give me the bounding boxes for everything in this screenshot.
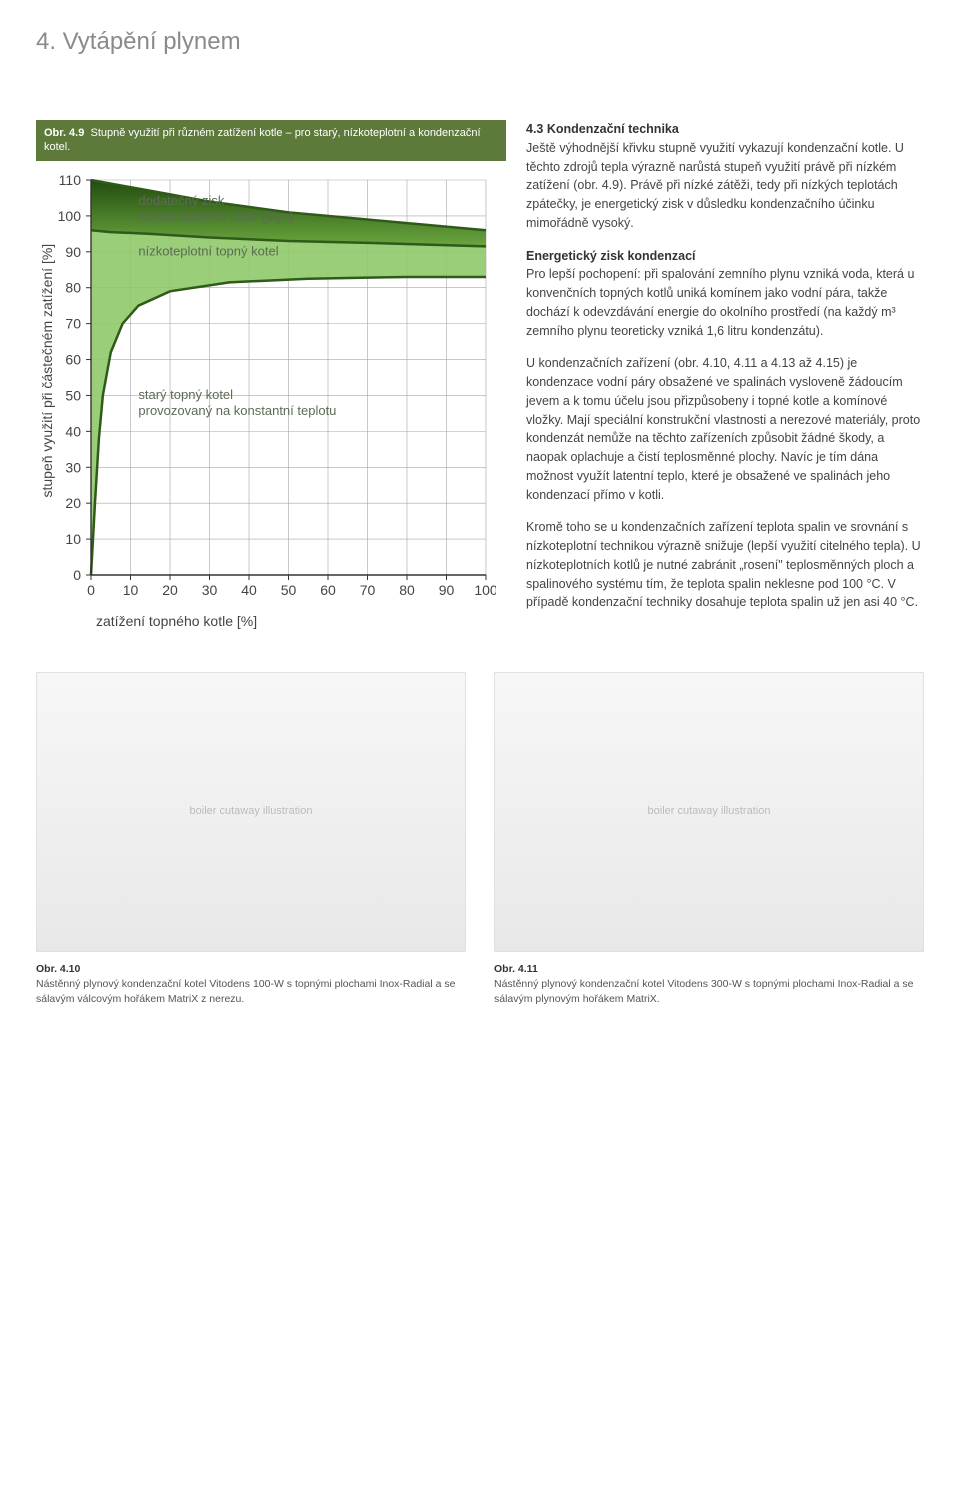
- svg-text:30: 30: [202, 582, 218, 598]
- body-text: 4.3 Kondenzační technika Ještě výhodnějš…: [526, 120, 924, 632]
- para-3: U kondenzačních zařízení (obr. 4.10, 4.1…: [526, 354, 924, 504]
- para-2: Pro lepší pochopení: při spalování zemní…: [526, 267, 914, 337]
- svg-text:30: 30: [65, 459, 81, 475]
- figure-4-10-ref: Obr. 4.10: [36, 963, 80, 975]
- figure-4-10-caption: Nástěnný plynový kondenzační kotel Vitod…: [36, 978, 455, 1005]
- svg-text:10: 10: [65, 531, 81, 547]
- section-4-3-title: 4.3 Kondenzační technika: [526, 122, 679, 136]
- svg-text:90: 90: [65, 243, 81, 259]
- svg-text:110: 110: [59, 175, 82, 188]
- x-axis-label: zatížení topného kotle [%]: [96, 611, 506, 632]
- svg-text:70: 70: [65, 315, 81, 331]
- svg-text:20: 20: [65, 495, 81, 511]
- figure-caption-text: Stupně využití při různém zatížení kotle…: [44, 127, 481, 153]
- svg-text:0: 0: [73, 567, 81, 583]
- subsection-title: Energetický zisk kondenzací: [526, 249, 696, 263]
- svg-text:60: 60: [65, 351, 81, 367]
- svg-text:20: 20: [162, 582, 178, 598]
- efficiency-chart: 0 10 20 30 40 50 60 70 80 90 100 0 10 20 30 40 50 60 70 80 9…: [36, 175, 496, 605]
- svg-text:0: 0: [87, 582, 95, 598]
- svg-text:100: 100: [474, 582, 496, 598]
- svg-text:100: 100: [58, 208, 82, 224]
- figure-caption-ref: Obr. 4.9: [44, 127, 84, 139]
- para-4: Kromě toho se u kondenzačních zařízení t…: [526, 518, 924, 612]
- page-title: 4. Vytápění plynem: [36, 24, 924, 60]
- svg-text:60: 60: [320, 582, 336, 598]
- svg-text:starý topný kotel: starý topný kotel: [138, 387, 233, 402]
- figure-4-11: boiler cutaway illustration Obr. 4.11 Ná…: [494, 672, 924, 1008]
- svg-text:kondenzačního kotle (plyn): kondenzačního kotle (plyn): [138, 209, 293, 224]
- svg-text:40: 40: [65, 423, 81, 439]
- svg-text:10: 10: [123, 582, 139, 598]
- svg-text:50: 50: [281, 582, 297, 598]
- svg-text:80: 80: [65, 279, 81, 295]
- para-1: Ještě výhodnější křivku stupně využití v…: [526, 141, 904, 230]
- figure-4-11-caption: Nástěnný plynový kondenzační kotel Vitod…: [494, 978, 913, 1005]
- svg-text:stupeň využití při částečném z: stupeň využití při částečném zatížení [%…: [39, 243, 55, 497]
- svg-text:nízkoteplotní topný kotel: nízkoteplotní topný kotel: [138, 243, 278, 258]
- figure-caption: Obr. 4.9 Stupně využití při různém zatíž…: [36, 120, 506, 161]
- svg-text:80: 80: [399, 582, 415, 598]
- figure-4-11-ref: Obr. 4.11: [494, 963, 538, 975]
- svg-text:70: 70: [360, 582, 376, 598]
- boiler-image-right: boiler cutaway illustration: [494, 672, 924, 952]
- boiler-image-left: boiler cutaway illustration: [36, 672, 466, 952]
- svg-text:provozovaný na konstantní tepl: provozovaný na konstantní teplotu: [138, 403, 336, 418]
- svg-text:dodatečný zisk: dodatečný zisk: [138, 193, 224, 208]
- figure-4-10: boiler cutaway illustration Obr. 4.10 Ná…: [36, 672, 466, 1008]
- svg-text:50: 50: [65, 387, 81, 403]
- svg-text:90: 90: [439, 582, 455, 598]
- figure-4-9: Obr. 4.9 Stupně využití při různém zatíž…: [36, 120, 506, 632]
- svg-text:40: 40: [241, 582, 257, 598]
